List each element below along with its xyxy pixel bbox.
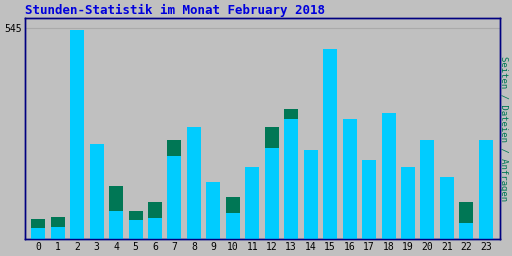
Bar [109, 211, 123, 239]
Bar [129, 220, 142, 239]
Bar [284, 109, 298, 239]
Bar [362, 160, 376, 239]
Bar [304, 150, 318, 239]
Bar [284, 119, 298, 239]
Bar [343, 119, 357, 239]
Bar [420, 147, 435, 239]
Bar [323, 49, 337, 239]
Bar [70, 32, 84, 239]
Bar [381, 113, 396, 239]
Bar [265, 127, 279, 239]
Bar [440, 188, 454, 239]
Bar [459, 223, 474, 239]
Bar [206, 188, 220, 239]
Bar [304, 188, 318, 239]
Bar [129, 211, 142, 239]
Bar [167, 156, 181, 239]
Bar [31, 228, 45, 239]
Bar [420, 140, 435, 239]
Bar [167, 140, 181, 239]
Bar [187, 127, 201, 239]
Bar [148, 202, 162, 239]
Bar [440, 177, 454, 239]
Bar [245, 167, 259, 239]
Bar [381, 127, 396, 239]
Bar [401, 167, 415, 239]
Bar [245, 185, 259, 239]
Text: Stunden-Statistik im Monat February 2018: Stunden-Statistik im Monat February 2018 [25, 4, 325, 17]
Bar [90, 144, 103, 239]
Bar [226, 213, 240, 239]
Bar [362, 170, 376, 239]
Bar [479, 140, 493, 239]
Bar [148, 218, 162, 239]
Bar [323, 59, 337, 239]
Bar [343, 158, 357, 239]
Bar [109, 186, 123, 239]
Bar [206, 182, 220, 239]
Bar [90, 156, 103, 239]
Bar [226, 197, 240, 239]
Bar [265, 148, 279, 239]
Bar [479, 147, 493, 239]
Y-axis label: Seiten / Dateien / Anfragen: Seiten / Dateien / Anfragen [499, 56, 508, 201]
Bar [187, 133, 201, 239]
Bar [70, 30, 84, 239]
Bar [31, 219, 45, 239]
Bar [459, 202, 474, 239]
Bar [401, 186, 415, 239]
Bar [51, 227, 65, 239]
Bar [51, 217, 65, 239]
